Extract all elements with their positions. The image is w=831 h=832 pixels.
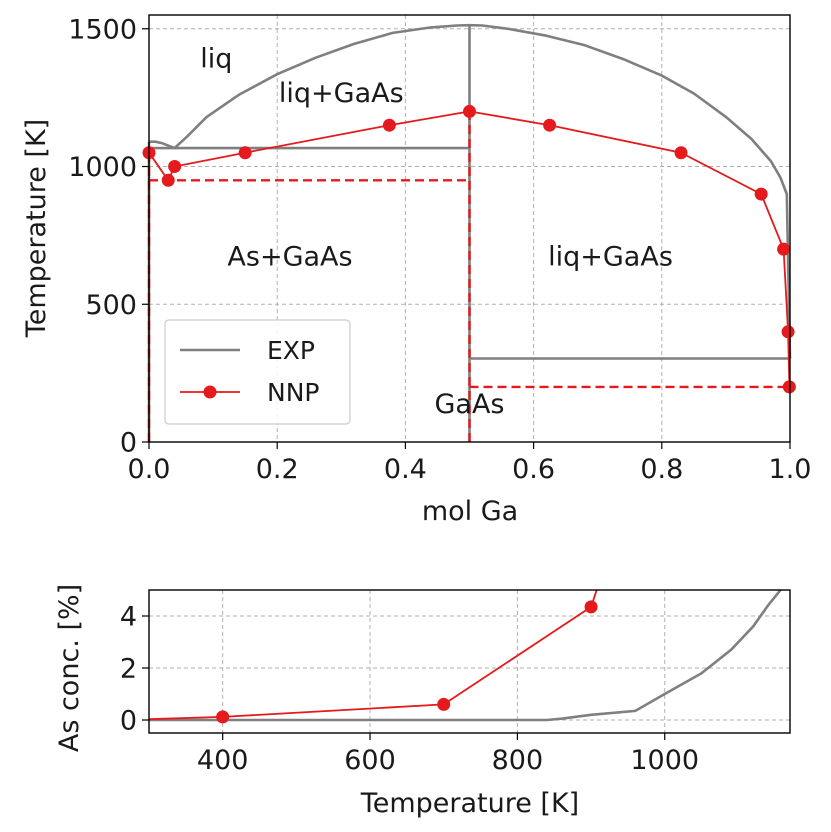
bottom-x-tick-label: 400 bbox=[197, 745, 249, 776]
legend: EXP NNP bbox=[164, 319, 351, 425]
bottom-y-tick-label: 4 bbox=[120, 602, 137, 633]
top-x-axis-label: mol Ga bbox=[422, 496, 518, 527]
legend-nnp-label: NNP bbox=[267, 378, 319, 407]
region-label: liq+GaAs bbox=[548, 242, 673, 273]
region-label: liq+GaAs bbox=[279, 78, 404, 109]
nnp-point bbox=[754, 187, 768, 201]
bottom-x-tick-label: 1000 bbox=[630, 745, 699, 776]
top-y-tick-label: 500 bbox=[85, 290, 137, 321]
top-x-tick-label: 1.0 bbox=[769, 454, 812, 485]
bottom-y-tick-label: 0 bbox=[120, 706, 137, 737]
top-x-tick-label: 0.0 bbox=[128, 454, 171, 485]
legend-nnp-marker bbox=[203, 385, 217, 399]
legend-box bbox=[164, 319, 351, 425]
top-ticks: 0.0 0.2 0.4 0.6 0.8 1.0 0 500 1000 1500 bbox=[68, 14, 811, 485]
bottom-x-tick-label: 800 bbox=[492, 745, 544, 776]
nnp-point bbox=[777, 242, 791, 256]
bottom-nnp-point bbox=[584, 600, 598, 614]
bottom-nnp-line bbox=[149, 590, 598, 721]
nnp-point bbox=[168, 160, 182, 174]
top-y-tick-label: 1500 bbox=[68, 14, 137, 45]
nnp-point bbox=[781, 325, 795, 339]
nnp-point bbox=[382, 118, 396, 132]
exp-liquidus-right-line bbox=[469, 23, 792, 359]
nnp-point bbox=[161, 173, 175, 187]
bottom-grid bbox=[149, 590, 790, 733]
top-annotations: liq liq+GaAs As+GaAs liq+GaAs GaAs bbox=[200, 43, 673, 420]
top-x-tick-label: 0.6 bbox=[512, 454, 555, 485]
bottom-y-axis-label: As conc. [%] bbox=[54, 584, 85, 752]
top-x-tick-label: 0.4 bbox=[384, 454, 427, 485]
legend-exp-label: EXP bbox=[267, 336, 315, 365]
top-y-tick-label: 0 bbox=[120, 428, 137, 459]
region-label: liq bbox=[200, 43, 232, 74]
bottom-y-tick-label: 2 bbox=[120, 654, 137, 685]
bottom-nnp-point bbox=[216, 710, 230, 724]
bottom-series-clipped bbox=[149, 590, 783, 724]
nnp-point bbox=[463, 104, 476, 118]
top-x-tick-label: 0.2 bbox=[256, 454, 299, 485]
top-y-axis-label: Temperature [K] bbox=[21, 119, 52, 338]
region-label: As+GaAs bbox=[227, 242, 352, 273]
exp-liquidus-left-line bbox=[149, 23, 470, 150]
top-x-tick-label: 0.8 bbox=[640, 454, 683, 485]
top-plot-frame bbox=[148, 14, 791, 443]
bottom-x-tick-label: 600 bbox=[344, 745, 396, 776]
bottom-plot-frame bbox=[148, 589, 791, 734]
nnp-point bbox=[674, 146, 688, 160]
nnp-point bbox=[238, 146, 252, 160]
nnp-point bbox=[543, 118, 557, 132]
region-label: GaAs bbox=[434, 389, 504, 420]
bottom-series bbox=[149, 590, 783, 724]
bottom-ticks: 400 600 800 1000 0 2 4 bbox=[120, 602, 699, 776]
bottom-exp-line bbox=[149, 590, 783, 722]
bottom-x-axis-label: Temperature [K] bbox=[360, 788, 579, 819]
bottom-nnp-point bbox=[437, 697, 451, 711]
top-y-tick-label: 1000 bbox=[68, 152, 137, 183]
